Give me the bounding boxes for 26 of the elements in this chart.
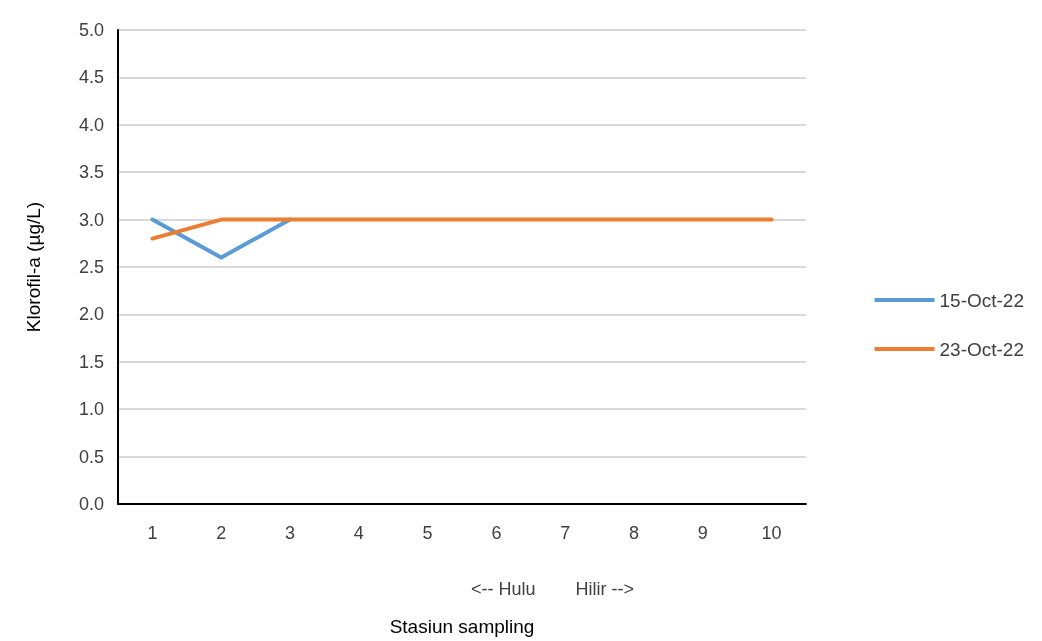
y-tick-label: 3.5: [78, 162, 104, 183]
x-tick-label: 5: [422, 523, 433, 543]
y-tick-label: 1.0: [78, 399, 104, 420]
x-tick-label: 9: [697, 523, 708, 543]
y-tick-label: 0.5: [78, 446, 104, 467]
y-tick-label: 3.0: [78, 209, 104, 230]
x-tick-label: 2: [216, 523, 227, 543]
y-tick-label: 1.5: [78, 351, 104, 372]
y-tick-label: 5.0: [78, 20, 104, 40]
y-tick-label: 0.0: [78, 494, 104, 514]
x-tick-label: 3: [284, 523, 296, 543]
legend-label: 23-Oct-22: [939, 338, 1024, 360]
y-axis-title: Klorofil-a (µg/L): [23, 201, 44, 333]
y-tick-label: 2.0: [78, 304, 104, 325]
x-tick-label: 6: [491, 523, 502, 543]
x-tick-label: 8: [628, 523, 640, 543]
text: <-- Hulu Hilir -->: [470, 579, 635, 599]
x-axis-title: Stasiun sampling: [389, 616, 535, 637]
x-tick-label: 10: [761, 523, 782, 543]
y-tick-label: 4.5: [78, 67, 104, 88]
x-tick-label: 4: [353, 523, 364, 543]
x-tick-label: 7: [560, 523, 571, 543]
y-tick-label: 2.5: [78, 257, 104, 277]
y-tick-label: 4.0: [78, 114, 104, 135]
legend-label: 15-Oct-22: [939, 289, 1024, 311]
x-tick-label: 1: [147, 523, 158, 543]
